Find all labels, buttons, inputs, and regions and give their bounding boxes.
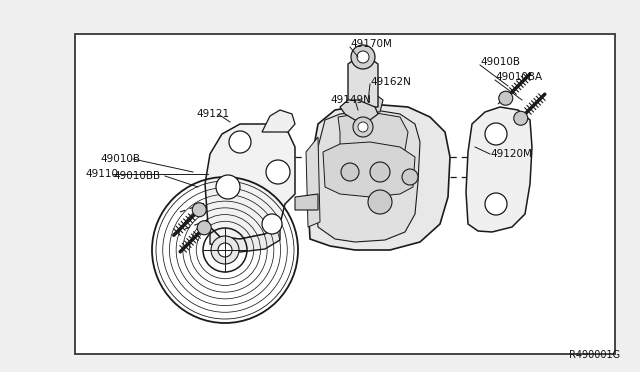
Circle shape bbox=[368, 190, 392, 214]
Circle shape bbox=[370, 162, 390, 182]
Polygon shape bbox=[205, 124, 295, 239]
Text: 49120M: 49120M bbox=[490, 149, 532, 159]
Text: 49121: 49121 bbox=[196, 109, 229, 119]
Polygon shape bbox=[338, 112, 408, 154]
Circle shape bbox=[514, 111, 528, 125]
Circle shape bbox=[357, 51, 369, 63]
Circle shape bbox=[262, 214, 282, 234]
Circle shape bbox=[499, 91, 513, 105]
Text: 49110: 49110 bbox=[85, 169, 118, 179]
Text: 49010B: 49010B bbox=[480, 57, 520, 67]
Circle shape bbox=[485, 123, 507, 145]
Circle shape bbox=[351, 45, 375, 69]
Polygon shape bbox=[295, 194, 318, 210]
Polygon shape bbox=[352, 94, 383, 112]
Polygon shape bbox=[210, 224, 280, 252]
Text: R490001G: R490001G bbox=[569, 350, 620, 360]
Polygon shape bbox=[308, 104, 450, 250]
Text: 49010B: 49010B bbox=[100, 154, 140, 164]
Circle shape bbox=[192, 203, 206, 217]
Polygon shape bbox=[348, 57, 378, 107]
Text: 49162N: 49162N bbox=[370, 77, 411, 87]
FancyBboxPatch shape bbox=[75, 34, 615, 354]
Text: 49170M: 49170M bbox=[350, 39, 392, 49]
Circle shape bbox=[358, 122, 368, 132]
Circle shape bbox=[266, 160, 290, 184]
Polygon shape bbox=[466, 107, 532, 232]
Polygon shape bbox=[315, 110, 420, 242]
Polygon shape bbox=[262, 110, 295, 132]
Circle shape bbox=[197, 221, 211, 235]
Polygon shape bbox=[306, 137, 320, 227]
Text: 49010BB: 49010BB bbox=[113, 171, 160, 181]
Text: 49010BA: 49010BA bbox=[495, 72, 542, 82]
Circle shape bbox=[218, 243, 232, 257]
Circle shape bbox=[229, 131, 251, 153]
Circle shape bbox=[485, 193, 507, 215]
Circle shape bbox=[211, 236, 239, 264]
Polygon shape bbox=[340, 100, 378, 120]
Circle shape bbox=[341, 163, 359, 181]
Text: 49149N: 49149N bbox=[330, 95, 371, 105]
Circle shape bbox=[402, 169, 418, 185]
Circle shape bbox=[360, 92, 376, 108]
Circle shape bbox=[353, 117, 373, 137]
Circle shape bbox=[216, 175, 240, 199]
Polygon shape bbox=[323, 142, 415, 197]
